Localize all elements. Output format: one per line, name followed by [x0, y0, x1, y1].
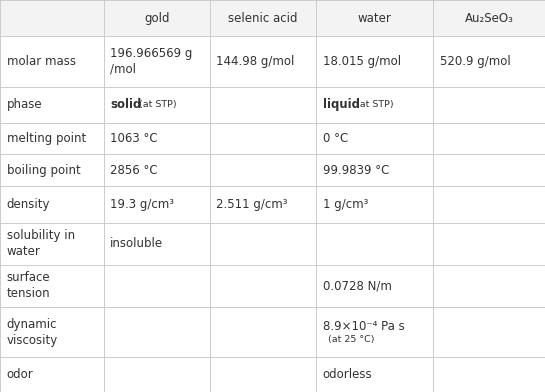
Text: dynamic
viscosity: dynamic viscosity: [7, 318, 58, 347]
Text: 99.9839 °C: 99.9839 °C: [323, 164, 389, 177]
Bar: [0, 223, 545, 265]
Text: 2856 °C: 2856 °C: [110, 164, 158, 177]
Text: 19.3 g/cm³: 19.3 g/cm³: [110, 198, 174, 211]
Text: (at STP): (at STP): [353, 100, 393, 109]
Text: 2.511 g/cm³: 2.511 g/cm³: [216, 198, 288, 211]
Text: water: water: [358, 12, 392, 25]
Text: 144.98 g/mol: 144.98 g/mol: [216, 55, 295, 68]
Bar: [0, 186, 545, 223]
Text: solubility in
water: solubility in water: [7, 229, 75, 258]
Text: 1 g/cm³: 1 g/cm³: [323, 198, 368, 211]
Text: melting point: melting point: [7, 132, 86, 145]
Text: Au₂SeO₃: Au₂SeO₃: [465, 12, 513, 25]
Text: 196.966569 g
/mol: 196.966569 g /mol: [110, 47, 192, 76]
Text: (at STP): (at STP): [136, 100, 177, 109]
Text: 520.9 g/mol: 520.9 g/mol: [440, 55, 511, 68]
Text: (at 25 °C): (at 25 °C): [328, 335, 374, 344]
Bar: [0, 0, 545, 36]
Text: insoluble: insoluble: [110, 237, 163, 250]
Text: density: density: [7, 198, 50, 211]
Text: molar mass: molar mass: [7, 55, 76, 68]
Text: 8.9×10⁻⁴ Pa s: 8.9×10⁻⁴ Pa s: [323, 320, 404, 333]
Bar: [0, 87, 545, 123]
Bar: [0, 265, 545, 307]
Text: boiling point: boiling point: [7, 164, 80, 177]
Text: liquid: liquid: [323, 98, 360, 111]
Text: 18.015 g/mol: 18.015 g/mol: [323, 55, 401, 68]
Text: 0 °C: 0 °C: [323, 132, 348, 145]
Text: selenic acid: selenic acid: [228, 12, 298, 25]
Text: phase: phase: [7, 98, 42, 111]
Bar: [0, 36, 545, 87]
Bar: [0, 154, 545, 186]
Bar: [0, 358, 545, 392]
Text: 1063 °C: 1063 °C: [110, 132, 158, 145]
Text: odor: odor: [7, 368, 33, 381]
Text: surface
tension: surface tension: [7, 271, 50, 300]
Bar: [0, 123, 545, 154]
Text: 0.0728 N/m: 0.0728 N/m: [323, 279, 391, 292]
Text: gold: gold: [144, 12, 169, 25]
Bar: [0, 307, 545, 358]
Text: solid: solid: [110, 98, 142, 111]
Text: odorless: odorless: [323, 368, 372, 381]
